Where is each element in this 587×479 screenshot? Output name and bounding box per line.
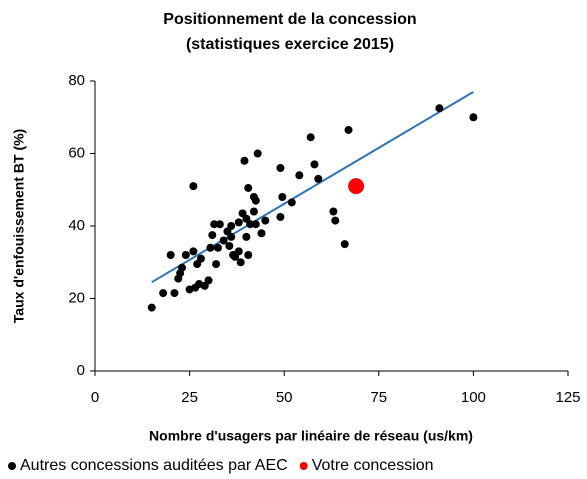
scatter-point (276, 212, 285, 221)
scatter-point (215, 220, 224, 229)
x-tick-label: 125 (555, 389, 580, 406)
chart-subtitle: (statistiques exercice 2015) (186, 36, 394, 53)
legend-marker (299, 462, 308, 470)
scatter-point (314, 174, 323, 183)
scatter-point (306, 133, 315, 142)
scatter-point (251, 220, 260, 229)
scatter-point (310, 160, 319, 169)
y-tick-label: 40 (68, 217, 85, 234)
scatter-point (251, 196, 260, 205)
scatter-point (344, 125, 353, 134)
scatter-point (166, 251, 175, 259)
y-tick-label: 60 (68, 144, 85, 161)
scatter-point (257, 229, 266, 238)
scatter-point (225, 241, 234, 250)
x-tick-label: 100 (461, 389, 486, 406)
scatter-point (253, 149, 262, 158)
scatter-point (234, 247, 243, 256)
legend-label: Autres concessions auditées par AEC (20, 457, 288, 474)
scatter-point (189, 247, 198, 256)
scatter-point (227, 222, 236, 230)
scatter-point (340, 240, 349, 249)
scatter-point (170, 289, 179, 298)
scatter-point (206, 243, 215, 252)
scatter-point (147, 303, 156, 312)
scatter-point (287, 198, 296, 207)
trendline (151, 91, 474, 284)
y-axis-label: Taux d'enfouissement BT (%) (11, 129, 27, 323)
scatter-point (329, 207, 338, 216)
y-tick-label: 20 (68, 289, 85, 306)
y-tick-label: 0 (77, 362, 85, 379)
scatter-point (159, 289, 168, 298)
x-tick-label: 25 (181, 389, 198, 406)
scatter-point (331, 216, 340, 225)
scatter-point (234, 218, 243, 227)
scatter-point (240, 156, 249, 165)
x-tick-label: 75 (370, 389, 387, 406)
scatter-point (236, 258, 245, 267)
scatter-point (435, 104, 444, 113)
scatter-point (189, 182, 198, 191)
scatter-point (204, 276, 213, 285)
scatter-point (261, 216, 270, 225)
scatter-point (227, 232, 236, 241)
scatter-point (348, 178, 365, 195)
scatter-point (181, 251, 190, 259)
scatter-point (178, 263, 187, 272)
scatter-point (244, 183, 253, 192)
scatter-point (208, 231, 217, 240)
scatter-point (295, 171, 304, 180)
x-tick-label: 0 (91, 389, 99, 406)
scatter-point (246, 220, 255, 229)
scatter-point (212, 260, 221, 269)
scatter-point (278, 193, 287, 201)
x-tick-label: 50 (276, 389, 293, 406)
scatter-point (469, 113, 478, 122)
scatter-point (249, 207, 258, 216)
scatter-point (213, 243, 222, 252)
scatter-point (196, 254, 205, 263)
x-axis-label: Nombre d'usagers par linéaire de réseau … (149, 428, 473, 444)
scatter-point (244, 251, 253, 259)
scatter-point (219, 236, 228, 245)
scatter-point (276, 164, 285, 172)
y-tick-label: 80 (68, 72, 85, 89)
scatter-point (210, 220, 219, 229)
legend-marker (8, 462, 16, 470)
legend-label: Votre concession (312, 457, 434, 474)
chart-title: Positionnement de la concession (163, 11, 416, 28)
scatter-point (242, 232, 251, 241)
